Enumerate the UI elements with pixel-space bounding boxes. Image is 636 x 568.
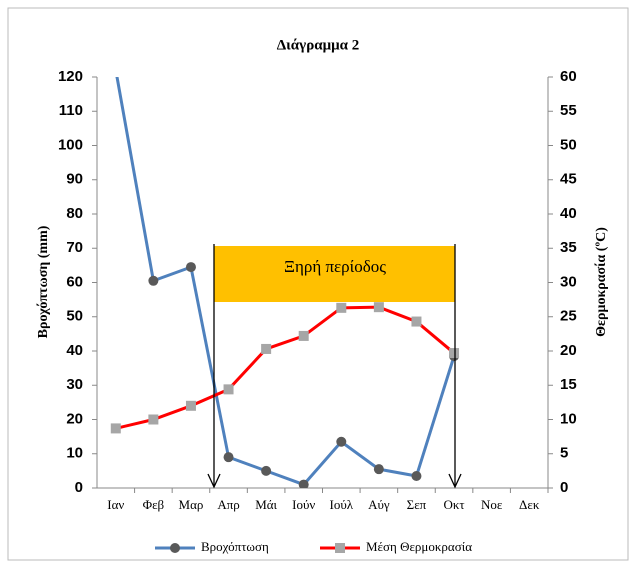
y2-tick-label: 25 (560, 308, 577, 325)
marker (223, 384, 234, 395)
legend-marker (170, 543, 180, 553)
y2-tick-label: 60 (560, 68, 577, 85)
marker (373, 464, 384, 475)
y2-tick-label: 40 (560, 205, 577, 222)
y2-tick-label: 35 (560, 239, 577, 256)
marker (336, 436, 347, 447)
marker (110, 423, 121, 434)
arrow-head (448, 473, 462, 489)
y-tick-label: 30 (66, 376, 83, 393)
y2-tick-label: 10 (560, 410, 577, 427)
x-tick-label: Φεβ (143, 497, 165, 512)
marker (261, 343, 272, 354)
marker (298, 330, 309, 341)
x-tick-label: Μαρ (179, 497, 204, 512)
series-line (115, 77, 456, 487)
annotation-box (214, 246, 455, 302)
annotation-text: Ξηρή περίοδος (284, 257, 386, 276)
x-tick-label: Ιαν (107, 497, 124, 512)
y2-tick-label: 20 (560, 342, 577, 359)
marker (449, 348, 460, 359)
marker (261, 465, 272, 476)
plot-area (110, 77, 460, 488)
x-tick-label: Ιούν (292, 497, 315, 512)
x-tick-label: Αύγ (368, 497, 390, 512)
x-tick-label: Οκτ (443, 497, 464, 512)
marker (298, 479, 309, 488)
x-tick-label: Δεκ (519, 497, 540, 512)
y-tick-label: 70 (66, 239, 83, 256)
marker (148, 275, 159, 286)
x-tick-label: Ιούλ (330, 497, 354, 512)
y-tick-label: 80 (66, 205, 83, 222)
marker (411, 316, 422, 327)
x-tick-label: Απρ (217, 497, 239, 512)
chart-title: Διάγραμμα 2 (277, 37, 359, 53)
y-tick-label: 110 (59, 102, 83, 119)
marker (185, 262, 196, 273)
x-tick-label: Σεπ (407, 497, 427, 512)
y-tick-label: 10 (66, 445, 83, 462)
legend-marker (335, 543, 345, 553)
y-tick-label: 60 (66, 273, 83, 290)
marker (373, 302, 384, 313)
series-line (115, 305, 456, 430)
y2-tick-label: 15 (560, 376, 577, 393)
x-tick-label: Νοε (481, 497, 503, 512)
y2-axis-label: Θερμοκρασία (ºC) (594, 227, 609, 337)
y-tick-label: 20 (66, 410, 83, 427)
y2-tick-label: 30 (560, 273, 577, 290)
y-tick-label: 120 (58, 68, 83, 85)
y2-tick-label: 55 (560, 102, 577, 119)
y2-tick-label: 0 (560, 479, 568, 496)
marker (411, 471, 422, 482)
marker (185, 400, 196, 411)
legend-label: Βροχόπτωση (201, 539, 269, 554)
y2-tick-label: 50 (560, 136, 577, 153)
y2-tick-label: 45 (560, 171, 577, 188)
marker (148, 414, 159, 425)
x-tick-label: Μάι (255, 497, 277, 512)
marker (336, 302, 347, 313)
y-axis-label: Βροχόπτωση (mm) (36, 225, 51, 338)
y-tick-label: 40 (66, 342, 83, 359)
y-tick-label: 90 (66, 171, 83, 188)
arrow-head (207, 473, 221, 489)
y-tick-label: 50 (66, 308, 83, 325)
y-tick-label: 0 (75, 479, 83, 496)
legend-label: Μέση Θερμοκρασία (366, 539, 472, 554)
y-tick-label: 100 (58, 136, 83, 153)
marker (223, 452, 234, 463)
y2-tick-label: 5 (560, 445, 568, 462)
